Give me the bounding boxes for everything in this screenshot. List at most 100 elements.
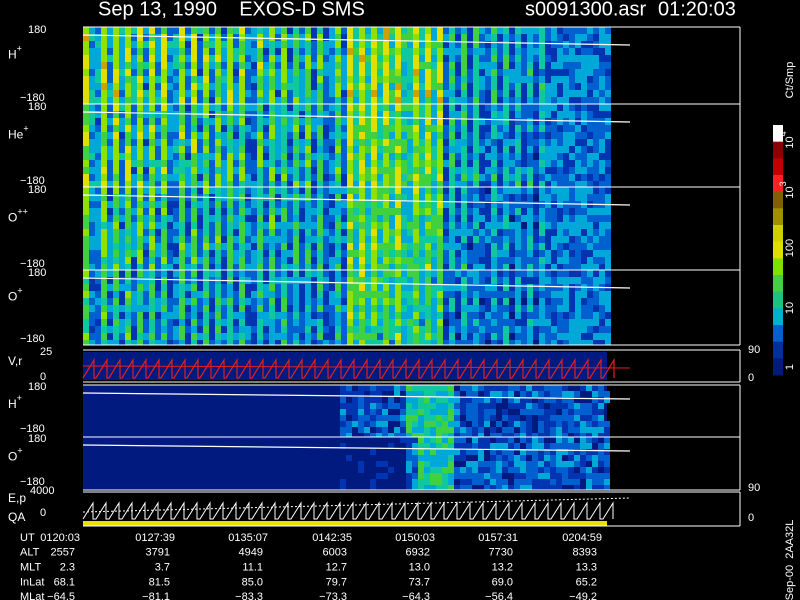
spectro-cell xyxy=(191,305,197,312)
spectro-cell xyxy=(95,270,101,277)
spectro-cell xyxy=(293,132,299,139)
spectro-cell xyxy=(473,201,479,208)
spectro-cell xyxy=(569,319,575,326)
spectro-cell xyxy=(143,55,149,62)
spectro-cell xyxy=(149,277,155,284)
spectro-cell xyxy=(215,291,221,298)
spectro-cell xyxy=(557,69,563,76)
spectro-cell xyxy=(430,449,436,455)
spectro-cell xyxy=(419,215,425,222)
spectro-cell xyxy=(604,479,610,485)
spectro-cell xyxy=(430,397,436,403)
spectro-cell xyxy=(197,97,203,104)
spectro-cell xyxy=(497,264,503,270)
spectro-cell xyxy=(449,236,455,243)
spectro-cell xyxy=(569,236,575,243)
spectro-cell xyxy=(569,222,575,229)
spectro-cell xyxy=(556,479,562,485)
spectro-cell xyxy=(197,222,203,229)
spectro-cell xyxy=(473,146,479,153)
spectro-cell xyxy=(359,319,365,326)
spectro-cell xyxy=(401,97,407,104)
spectro-cell xyxy=(533,97,539,104)
spectro-cell xyxy=(377,312,383,319)
spectro-cell xyxy=(263,181,269,187)
spectro-cell xyxy=(593,305,599,312)
spectro-cell xyxy=(503,34,509,41)
spectro-cell xyxy=(473,312,479,319)
spectro-cell xyxy=(503,27,509,34)
spectro-cell xyxy=(335,153,341,160)
spectro-cell xyxy=(167,90,173,97)
spectro-cell xyxy=(509,104,515,111)
spectro-cell xyxy=(83,340,89,345)
spectro-cell xyxy=(257,104,263,111)
spectro-cell xyxy=(443,264,449,270)
spectro-cell xyxy=(545,340,551,345)
spectro-cell xyxy=(131,340,137,345)
spectro-cell xyxy=(197,41,203,48)
spectro-cell xyxy=(335,201,341,208)
spectro-cell xyxy=(467,160,473,167)
spectro-cell xyxy=(377,62,383,69)
spectro-cell xyxy=(413,34,419,41)
spectro-cell xyxy=(299,62,305,69)
spectro-cell xyxy=(359,62,365,69)
spectro-cell xyxy=(137,284,143,291)
spectro-cell xyxy=(407,298,413,305)
spectro-cell xyxy=(575,34,581,41)
spectro-cell xyxy=(191,181,197,187)
spectro-cell xyxy=(131,104,137,111)
spectro-cell xyxy=(251,83,257,90)
spectro-cell xyxy=(155,333,161,340)
spectro-cell xyxy=(526,397,532,403)
spectro-cell xyxy=(113,111,119,118)
spectro-cell xyxy=(323,284,329,291)
spectro-cell xyxy=(443,229,449,236)
spectro-cell xyxy=(581,250,587,257)
spectro-cell xyxy=(352,397,358,403)
spectro-cell xyxy=(359,270,365,277)
spectro-cell xyxy=(215,312,221,319)
spectro-cell xyxy=(347,55,353,62)
spectro-cell xyxy=(599,215,605,222)
spectro-cell xyxy=(586,409,592,415)
row-value: −83.3 xyxy=(235,591,263,600)
spectro-cell xyxy=(125,340,131,345)
spectro-cell xyxy=(179,27,185,34)
spectro-cell xyxy=(419,139,425,146)
spectro-cell xyxy=(460,385,466,391)
spectro-cell xyxy=(551,125,557,132)
spectro-cell xyxy=(155,69,161,76)
spectro-cell xyxy=(131,118,137,125)
spectro-cell xyxy=(95,34,101,41)
spectro-cell xyxy=(89,291,95,298)
spectro-cell xyxy=(227,83,233,90)
spectro-cell xyxy=(382,421,388,427)
spectro-cell xyxy=(418,433,424,437)
spectro-cell xyxy=(263,34,269,41)
spectro-cell xyxy=(545,76,551,83)
spectro-cell xyxy=(544,455,550,461)
spectro-cell xyxy=(227,187,233,194)
spectro-cell xyxy=(574,479,580,485)
spectro-cell xyxy=(377,298,383,305)
spectro-cell xyxy=(353,41,359,48)
spectro-cell xyxy=(125,139,131,146)
spectro-cell xyxy=(521,312,527,319)
spectro-cell xyxy=(281,153,287,160)
spectro-cell xyxy=(599,340,605,345)
spectro-cell xyxy=(83,319,89,326)
spectro-cell xyxy=(587,146,593,153)
spectro-cell xyxy=(533,48,539,55)
spectro-cell xyxy=(245,243,251,250)
spectro-cell xyxy=(179,146,185,153)
spectro-cell xyxy=(335,243,341,250)
spectro-cell xyxy=(365,215,371,222)
spectro-cell xyxy=(581,174,587,181)
spectro-cell xyxy=(359,34,365,41)
colorbar-label: 10 xyxy=(784,302,796,314)
spectro-cell xyxy=(341,132,347,139)
spectro-cell xyxy=(437,90,443,97)
spectro-cell xyxy=(527,222,533,229)
